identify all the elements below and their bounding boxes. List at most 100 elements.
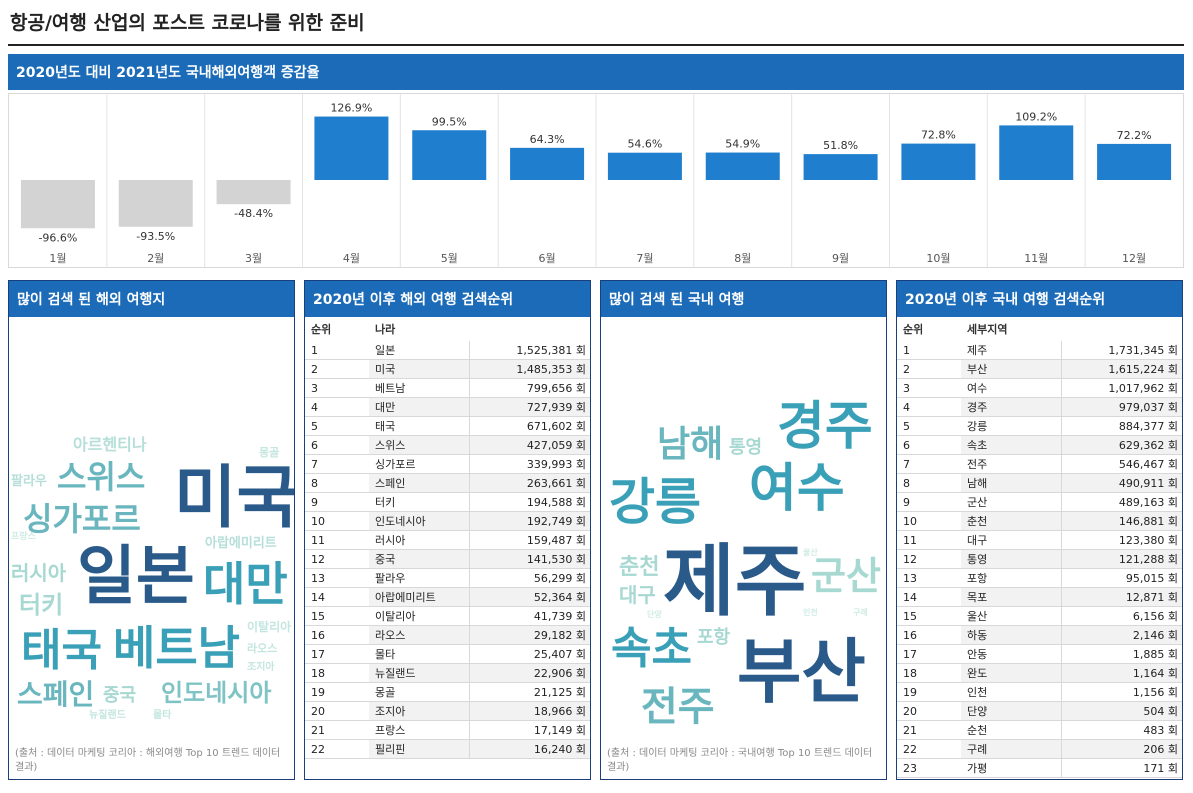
table-row: 7 싱가포르 339,993 회 — [305, 454, 590, 474]
value-cell: 490,911 회 — [1060, 473, 1182, 493]
wordcloud-word: 통영 — [729, 437, 763, 458]
wordcloud-word: 중국 — [103, 685, 137, 706]
table-row: 17 안동 1,885 회 — [897, 644, 1182, 664]
value-cell: 194,588 회 — [468, 492, 590, 512]
name-cell: 베트남 — [369, 378, 469, 398]
rank-cell: 14 — [305, 587, 369, 607]
bar-8월 — [705, 152, 780, 180]
table-row: 20 조지아 18,966 회 — [305, 701, 590, 721]
table-row: 22 필리핀 16,240 회 — [305, 739, 590, 759]
name-cell: 여수 — [961, 378, 1061, 398]
x-tick-label: 10월 — [926, 252, 950, 265]
table-row: 6 스위스 427,059 회 — [305, 435, 590, 455]
domestic-rank-title: 2020년 이후 국내 여행 검색순위 — [897, 281, 1182, 317]
wordcloud-word: 구례 — [853, 608, 868, 617]
bar-chart: -96.6% 1월 -93.5% 2월 -48.4% 3월 126.9% 4월 99.5% 5월 6… — [8, 93, 1184, 268]
wordcloud-word: 아랍에미리트 — [205, 536, 277, 551]
x-tick-label: 5월 — [441, 252, 458, 265]
data-label: 54.9% — [725, 138, 760, 151]
rank-cell: 4 — [305, 397, 369, 417]
name-cell: 하동 — [961, 625, 1061, 645]
value-cell: 17,149 회 — [468, 720, 590, 740]
rank-cell: 21 — [305, 720, 369, 740]
bar-chart-svg: -96.6% 1월 -93.5% 2월 -48.4% 3월 126.9% 4월 99.5% 5월 6… — [20, 94, 1172, 267]
rank-cell: 20 — [305, 701, 369, 721]
name-cell: 목포 — [961, 587, 1061, 607]
value-cell: 25,407 회 — [468, 644, 590, 664]
table-row: 13 팔라우 56,299 회 — [305, 568, 590, 588]
wordcloud-word: 단양 — [647, 610, 662, 619]
data-label: -96.6% — [38, 231, 77, 244]
name-cell: 전주 — [961, 454, 1061, 474]
bar-12월 — [1097, 143, 1172, 180]
name-cell: 미국 — [369, 359, 469, 379]
chart-title: 2020년도 대비 2021년도 국내해외여행객 증감율 — [8, 54, 1184, 90]
rank-cell: 10 — [305, 511, 369, 531]
wordcloud-word: 스위스 — [57, 458, 146, 496]
table-row: 11 대구 123,380 회 — [897, 530, 1182, 550]
table-row: 21 순천 483 회 — [897, 720, 1182, 740]
rank-cell: 2 — [305, 359, 369, 379]
rank-cell: 3 — [305, 378, 369, 398]
x-tick-label: 3월 — [245, 252, 262, 265]
table-row: 9 군산 489,163 회 — [897, 492, 1182, 512]
overseas-wordcloud-title: 많이 검색 된 해외 여행지 — [9, 281, 294, 317]
wordcloud-word: 태국 — [21, 625, 102, 676]
value-cell: 1,156 회 — [1060, 682, 1182, 702]
region-column-header: 세부지역 — [967, 323, 1008, 336]
rank-cell: 11 — [305, 530, 369, 550]
rank-cell: 20 — [897, 701, 961, 721]
wordcloud-word: 군산 — [811, 554, 881, 598]
rank-cell: 18 — [305, 663, 369, 683]
rank-cell: 2 — [897, 359, 961, 379]
name-cell: 순천 — [961, 720, 1061, 740]
value-cell: 1,164 회 — [1060, 663, 1182, 683]
value-cell: 52,364 회 — [468, 587, 590, 607]
value-cell: 1,017,962 회 — [1060, 378, 1182, 398]
table-row: 9 터키 194,588 회 — [305, 492, 590, 512]
name-cell: 구례 — [961, 739, 1061, 759]
name-cell: 라오스 — [369, 625, 469, 645]
overseas-wordcloud: 미국 일본 대만 베트남 태국 싱가포르 스위스 스페인 인도네시아 터키 러시아 중국 아르헨티나 아랍… — [9, 317, 294, 747]
wordcloud-word: 터키 — [19, 591, 64, 619]
wordcloud-word: 춘천 — [619, 555, 660, 580]
table-row: 2 부산 1,615,224 회 — [897, 359, 1182, 379]
value-cell: 56,299 회 — [468, 568, 590, 588]
table-row: 8 남해 490,911 회 — [897, 473, 1182, 493]
name-cell: 인도네시아 — [369, 511, 469, 531]
name-cell: 대구 — [961, 530, 1061, 550]
value-column-header — [1061, 317, 1182, 341]
wordcloud-word: 이탈리아 — [247, 620, 292, 634]
value-cell: 16,240 회 — [468, 739, 590, 759]
wordcloud-word: 프랑스 — [11, 532, 36, 542]
value-cell: 489,163 회 — [1060, 492, 1182, 512]
value-cell: 18,966 회 — [468, 701, 590, 721]
overseas-wordcloud-panel: 많이 검색 된 해외 여행지 미국 일본 대만 베트남 태국 싱가포르 스위스 스페인 인도네시… — [8, 280, 295, 780]
name-cell: 태국 — [369, 416, 469, 436]
value-cell: 21,125 회 — [468, 682, 590, 702]
table-row: 19 몽골 21,125 회 — [305, 682, 590, 702]
value-cell: 727,939 회 — [468, 397, 590, 417]
wordcloud-word: 여수 — [749, 459, 845, 519]
name-cell: 부산 — [961, 359, 1061, 379]
wordcloud-word: 라오스 — [247, 642, 278, 655]
table-row: 11 러시아 159,487 회 — [305, 530, 590, 550]
name-cell: 이탈리아 — [369, 606, 469, 626]
data-label: 64.3% — [530, 133, 565, 146]
value-cell: 671,602 회 — [468, 416, 590, 436]
name-cell: 경주 — [961, 397, 1061, 417]
rank-cell: 1 — [305, 341, 369, 360]
value-cell: 6,156 회 — [1060, 606, 1182, 626]
wordcloud-word: 일본 — [77, 540, 195, 614]
value-cell: 206 회 — [1060, 739, 1182, 759]
overseas-rank-table: 순위 나라 1 일본 1,525,381 회 2 미국 1,485,353 회 3 베트남 79… — [305, 317, 590, 759]
table-row: 19 인천 1,156 회 — [897, 682, 1182, 702]
bar-6월 — [510, 147, 585, 180]
table-row: 23 가평 171 회 — [897, 758, 1182, 778]
table-row: 17 몰타 25,407 회 — [305, 644, 590, 664]
table-row: 7 전주 546,467 회 — [897, 454, 1182, 474]
data-label: 51.8% — [823, 139, 858, 152]
table-row: 3 여수 1,017,962 회 — [897, 378, 1182, 398]
table-row: 20 단양 504 회 — [897, 701, 1182, 721]
x-tick-label: 9월 — [832, 252, 849, 265]
